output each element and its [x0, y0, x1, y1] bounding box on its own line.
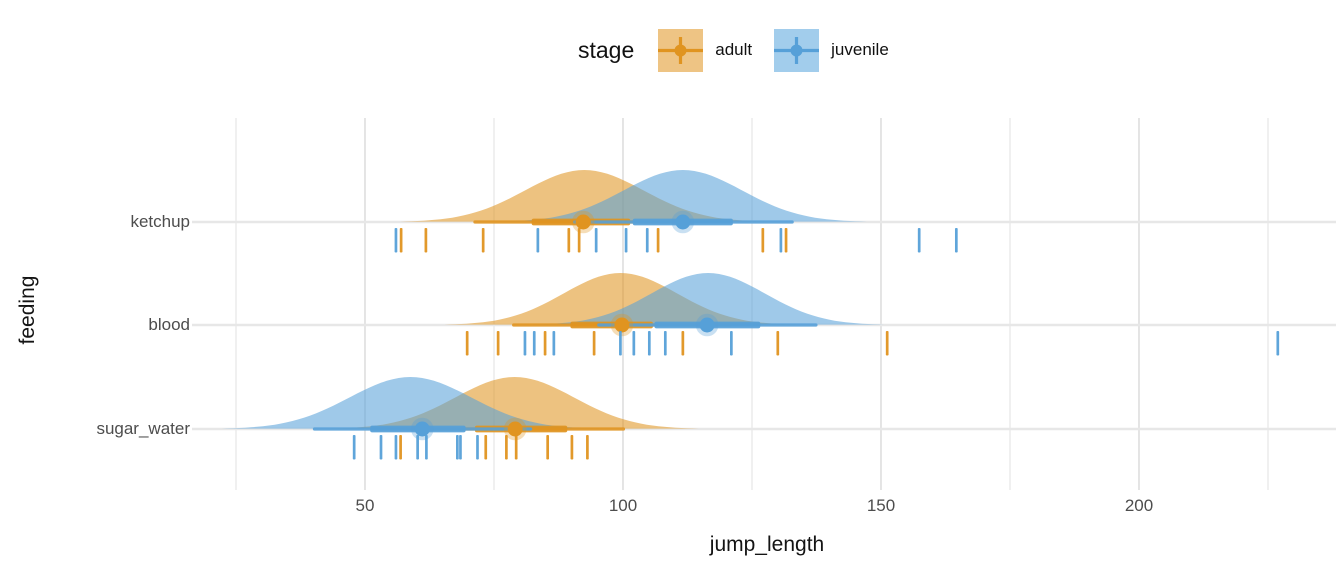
density-slab-sugar_water-juvenile	[221, 377, 600, 429]
rug-mark-blood-juvenile	[523, 331, 527, 356]
rug-mark-blood-juvenile	[647, 331, 651, 356]
density-slab-ketchup-juvenile	[498, 170, 867, 222]
rug-mark-sugar_water-adult	[546, 435, 550, 460]
rug-mark-blood-adult	[885, 331, 889, 356]
density-slab-blood-juvenile	[532, 273, 885, 325]
rug-mark-sugar_water-juvenile	[394, 435, 398, 460]
y-tick-label-ketchup: ketchup	[130, 212, 190, 231]
y-tick-label-sugar-water: sugar_water	[96, 419, 190, 438]
rug-mark-ketchup-adult	[577, 228, 581, 253]
rug-mark-ketchup-juvenile	[779, 228, 783, 253]
point-estimate-ketchup-adult	[575, 214, 591, 230]
x-axis-title: jump_length	[709, 533, 825, 556]
rug-mark-sugar_water-adult	[570, 435, 574, 460]
legend-label-adult: adult	[715, 40, 753, 59]
legend-item-adult[interactable]: adult	[658, 28, 753, 72]
rug-mark-ketchup-adult	[761, 228, 765, 253]
rug-mark-blood-juvenile	[663, 331, 667, 356]
rug-mark-ketchup-adult	[567, 228, 571, 253]
rug-mark-ketchup-juvenile	[594, 228, 598, 253]
rug-mark-sugar_water-juvenile	[416, 435, 419, 460]
rug-mark-ketchup-adult	[784, 228, 788, 253]
point-estimate-blood-adult	[614, 317, 630, 333]
x-tick-label-200: 200	[1124, 496, 1154, 515]
rug-mark-blood-adult	[496, 331, 500, 356]
rug-mark-sugar_water-juvenile	[352, 435, 356, 460]
x-tick-label-150: 150	[866, 496, 896, 515]
pointinterval-key-icon	[774, 28, 820, 72]
rug-mark-sugar_water-adult	[399, 435, 402, 460]
rug-mark-sugar_water-adult	[505, 435, 508, 460]
legend-label-juvenile: juvenile	[831, 40, 889, 59]
rug-mark-blood-adult	[776, 331, 780, 356]
rug-mark-blood-adult	[681, 331, 685, 356]
rug-mark-blood-juvenile	[619, 331, 622, 356]
legend: stage adult juvenile	[578, 26, 889, 74]
rug-mark-ketchup-juvenile	[917, 228, 921, 253]
rug-mark-sugar_water-juvenile	[425, 435, 428, 460]
rug-mark-ketchup-juvenile	[954, 228, 958, 253]
point-estimate-ketchup-juvenile	[675, 214, 691, 230]
legend-item-juvenile[interactable]: juvenile	[774, 28, 889, 72]
rug-mark-sugar_water-juvenile	[459, 435, 462, 460]
rug-mark-sugar_water-juvenile	[379, 435, 383, 460]
rug-mark-ketchup-adult	[424, 228, 428, 253]
legend-title: stage	[578, 36, 635, 63]
rug-mark-sugar_water-juvenile	[476, 435, 479, 460]
rug-mark-blood-juvenile	[632, 331, 636, 356]
rug-mark-blood-juvenile	[532, 331, 536, 356]
rug-mark-ketchup-juvenile	[536, 228, 540, 253]
point-estimate-sugar_water-adult	[507, 421, 523, 437]
rug-mark-sugar_water-adult	[484, 435, 488, 460]
rug-mark-ketchup-adult	[656, 228, 660, 253]
rug-mark-blood-adult	[543, 331, 547, 356]
rug-mark-blood-juvenile	[1276, 331, 1280, 356]
x-tick-label-100: 100	[608, 496, 638, 515]
rug-mark-ketchup-adult	[481, 228, 485, 253]
rug-mark-ketchup-juvenile	[394, 228, 398, 253]
y-axis-title: feeding	[16, 275, 39, 345]
rug-mark-sugar_water-juvenile	[456, 435, 459, 460]
x-tick-label-50: 50	[355, 496, 375, 515]
rug-mark-blood-juvenile	[730, 331, 733, 356]
rug-mark-blood-juvenile	[552, 331, 556, 356]
rug-mark-blood-adult	[592, 331, 596, 356]
point-estimate-sugar_water-juvenile	[414, 421, 430, 437]
y-tick-label-blood: blood	[148, 315, 190, 334]
point-estimate-blood-juvenile	[699, 317, 715, 333]
rug-mark-ketchup-juvenile	[624, 228, 628, 253]
rug-mark-ketchup-adult	[399, 228, 403, 253]
rug-mark-ketchup-juvenile	[645, 228, 649, 253]
pointinterval-key-icon	[658, 28, 704, 72]
rug-mark-sugar_water-adult	[586, 435, 589, 460]
rug-mark-blood-adult	[465, 331, 469, 356]
rug-mark-sugar_water-adult	[514, 435, 518, 460]
